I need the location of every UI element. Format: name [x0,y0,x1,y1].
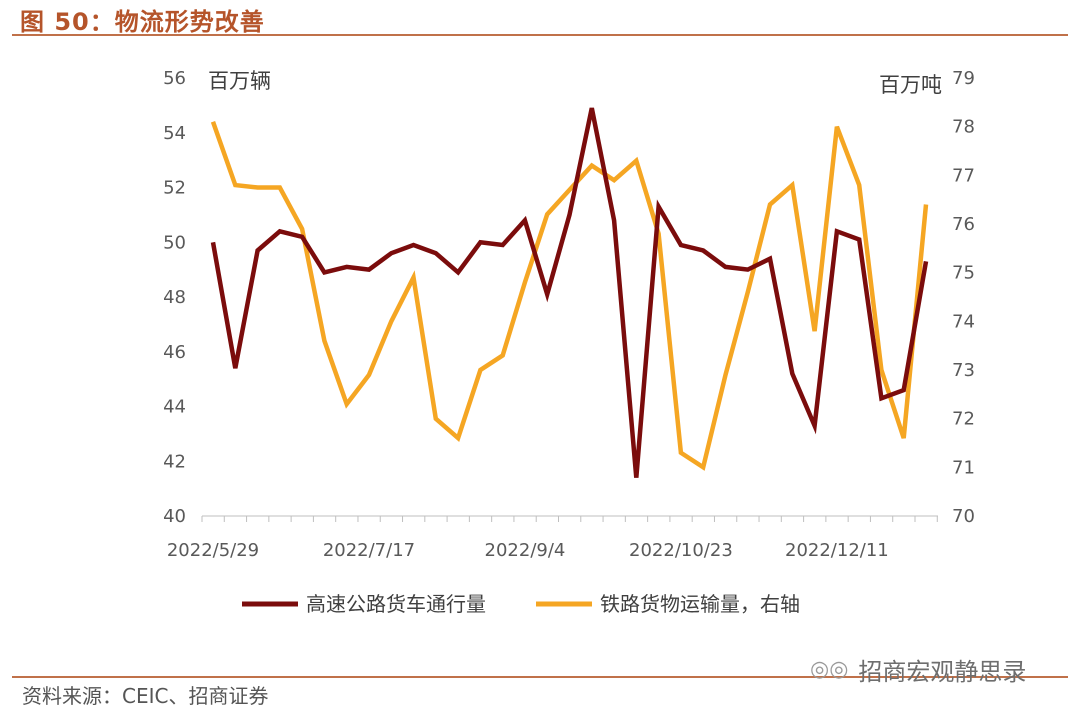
y-right-tick-label: 74 [952,311,975,332]
wechat-icon: ◎◎ [810,657,849,682]
legend-label-highway: 高速公路货车通行量 [306,592,486,616]
x-tick-label: 2022/10/23 [629,540,733,561]
title-divider [12,34,1068,36]
y-right-unit-label: 百万吨 [879,73,942,97]
y-right-ticks: 70 71 72 73 74 75 76 77 78 79 [952,68,975,527]
y-right-tick-label: 70 [952,506,975,527]
y-left-tick-label: 50 [163,232,186,253]
y-right-tick-label: 72 [952,409,975,430]
y-left-unit-label: 百万辆 [208,69,271,93]
watermark: ◎◎ 招商宏观静思录 [810,652,1026,687]
y-left-tick-label: 56 [163,68,186,89]
x-tick-label: 2022/5/29 [167,540,259,561]
y-right-tick-label: 77 [952,165,975,186]
y-right-tick-label: 78 [952,117,975,138]
x-tick-label: 2022/7/17 [323,540,415,561]
y-right-tick-label: 76 [952,214,975,235]
figure-title: 图 50：物流形势改善 [20,8,265,36]
y-left-tick-label: 54 [163,123,186,144]
y-left-tick-label: 40 [163,506,186,527]
y-right-tick-label: 71 [952,457,975,478]
series-group [210,107,929,478]
y-left-tick-label: 48 [163,287,186,308]
y-right-tick-label: 75 [952,263,975,284]
watermark-text: 招商宏观静思录 [858,658,1027,686]
y-left-ticks: 40 42 44 46 48 50 52 54 56 [163,68,186,527]
line-chart: 2022/5/29 2022/7/17 2022/9/4 2022/10/23 2022… [163,68,975,616]
x-tick-label: 2022/12/11 [785,540,889,561]
source-divider [12,676,1068,678]
source-note: 资料来源：CEIC、招商证券 [22,684,269,708]
y-right-tick-label: 73 [952,360,975,381]
y-left-tick-label: 42 [163,451,186,472]
y-left-tick-label: 46 [163,342,186,363]
series-line-rail [210,121,929,471]
y-left-tick-label: 52 [163,178,186,199]
x-ticks: 2022/5/29 2022/7/17 2022/9/4 2022/10/23 2022… [167,516,938,561]
y-right-tick-label: 79 [952,68,975,89]
legend-label-rail: 铁路货物运输量，右轴 [600,592,800,616]
x-tick-label: 2022/9/4 [485,540,566,561]
y-left-tick-label: 44 [163,397,186,418]
legend: 高速公路货车通行量 铁路货物运输量，右轴 [242,592,800,616]
series-line-highway [210,107,929,478]
